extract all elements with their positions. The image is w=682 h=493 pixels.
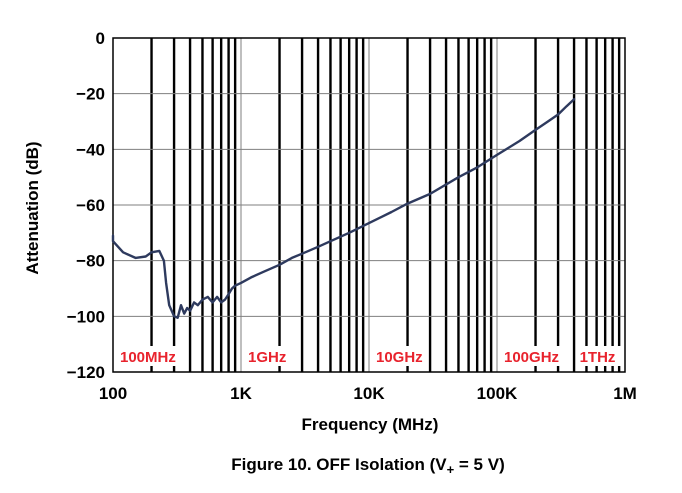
- plot-area-frame: [112, 37, 626, 373]
- y-tick-label: 0: [96, 29, 105, 48]
- annotation-background: [576, 346, 621, 366]
- caption-prefix: Figure 10. OFF Isolation (V: [231, 455, 447, 474]
- annotation-background: [501, 346, 565, 366]
- series-layer: [111, 97, 576, 319]
- annotation-background: [245, 346, 290, 366]
- caption-suffix: = 5 V): [454, 455, 505, 474]
- y-tick-label: −100: [67, 307, 105, 326]
- annotation-label: 10GHz: [376, 349, 423, 366]
- figure-caption: Figure 10. OFF Isolation (V+ = 5 V): [231, 455, 505, 477]
- y-tick-label: −80: [76, 252, 105, 271]
- x-axis-title: Frequency (MHz): [302, 415, 439, 434]
- annotation-label: 100MHz: [120, 349, 176, 366]
- x-tick-label: 100: [99, 384, 127, 403]
- annotation-label: 1THz: [580, 349, 616, 366]
- x-tick-label: 10K: [353, 384, 385, 403]
- frequency-annotations: 100MHz 1GHz 10GHz 100GHz 1THz: [117, 346, 621, 366]
- x-axis-tick-labels: 100 1K 10K 100K 1M: [99, 384, 637, 403]
- annotation-background: [117, 346, 181, 366]
- y-tick-label: −20: [76, 85, 105, 104]
- y-axis-title: Attenuation (dB): [23, 141, 42, 274]
- annotation-background: [373, 346, 427, 366]
- annotation-label: 100GHz: [504, 349, 559, 366]
- y-tick-label: −120: [67, 363, 105, 382]
- y-tick-label: −60: [76, 196, 105, 215]
- y-tick-label: −40: [76, 140, 105, 159]
- x-tick-label: 1K: [230, 384, 252, 403]
- series-line: [111, 97, 576, 319]
- x-tick-label: 100K: [477, 384, 518, 403]
- annotation-label: 1GHz: [248, 349, 286, 366]
- y-axis-tick-labels: 0 −20 −40 −60 −80 −100 −120: [67, 29, 105, 382]
- x-tick-label: 1M: [613, 384, 637, 403]
- caption-subscript: +: [447, 462, 455, 477]
